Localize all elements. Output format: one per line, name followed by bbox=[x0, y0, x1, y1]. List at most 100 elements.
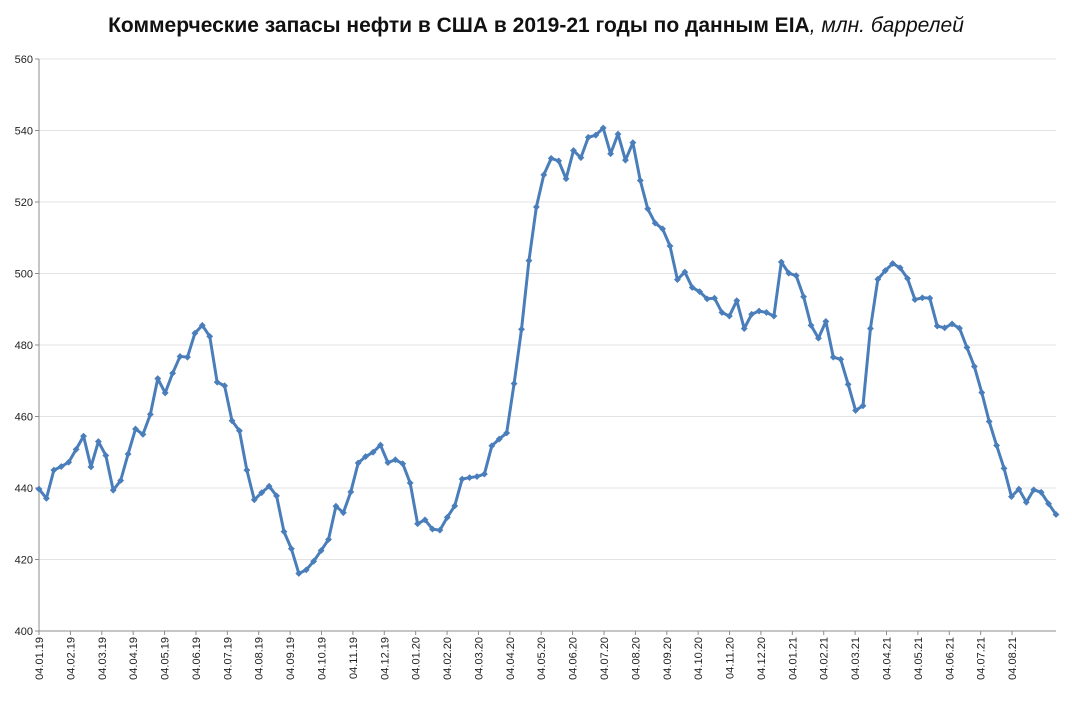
data-point bbox=[1045, 500, 1053, 508]
data-point bbox=[161, 389, 169, 397]
data-point bbox=[421, 516, 429, 524]
data-point bbox=[748, 310, 756, 318]
data-point bbox=[540, 171, 548, 179]
x-tick-label: 04.12.20 bbox=[756, 637, 768, 680]
data-point bbox=[963, 344, 971, 351]
x-tick-label: 04.03.21 bbox=[850, 637, 862, 680]
data-point bbox=[250, 496, 258, 504]
x-tick-label: 04.07.20 bbox=[599, 637, 611, 680]
chart-title: Коммерческие запасы нефти в США в 2019-2… bbox=[0, 14, 1072, 38]
y-tick-label: 540 bbox=[15, 126, 33, 138]
data-point bbox=[339, 509, 347, 517]
data-point bbox=[265, 482, 273, 490]
x-tick-label: 04.09.20 bbox=[662, 637, 674, 680]
data-point bbox=[852, 406, 859, 414]
data-point bbox=[488, 442, 496, 450]
data-point bbox=[993, 442, 1001, 449]
data-point bbox=[109, 486, 117, 494]
data-point bbox=[191, 329, 199, 337]
data-point bbox=[57, 463, 65, 470]
data-point bbox=[124, 450, 132, 458]
data-point bbox=[1008, 493, 1015, 501]
data-point bbox=[146, 410, 154, 418]
data-point bbox=[332, 502, 340, 510]
data-point bbox=[978, 389, 986, 396]
x-tick-label: 04.04.19 bbox=[128, 637, 140, 680]
data-point bbox=[525, 257, 533, 265]
data-point bbox=[206, 332, 214, 340]
data-point bbox=[1000, 464, 1008, 472]
data-point bbox=[221, 382, 229, 390]
data-point bbox=[636, 177, 644, 184]
data-point bbox=[666, 242, 674, 250]
x-tick-label: 04.10.19 bbox=[317, 637, 329, 680]
data-point bbox=[94, 438, 102, 445]
data-point bbox=[770, 312, 778, 320]
data-point bbox=[325, 536, 332, 543]
data-point bbox=[184, 353, 191, 361]
data-point bbox=[176, 353, 184, 360]
data-point bbox=[1052, 511, 1060, 518]
data-point bbox=[310, 557, 318, 565]
data-point bbox=[362, 453, 370, 460]
x-tick-label: 04.10.20 bbox=[693, 637, 705, 680]
data-point bbox=[755, 307, 763, 315]
data-point bbox=[473, 473, 481, 480]
data-point bbox=[592, 131, 600, 139]
data-point bbox=[651, 219, 659, 227]
data-point bbox=[970, 363, 978, 370]
data-point bbox=[785, 269, 793, 277]
data-point bbox=[169, 369, 177, 377]
data-point bbox=[777, 258, 785, 266]
data-point bbox=[399, 460, 407, 468]
data-point bbox=[673, 276, 681, 284]
data-point bbox=[347, 488, 355, 496]
data-point bbox=[733, 297, 741, 305]
gridlines bbox=[39, 58, 1056, 560]
x-tick-label: 04.04.20 bbox=[505, 637, 517, 680]
data-point bbox=[889, 260, 897, 267]
data-point bbox=[555, 157, 563, 165]
data-point bbox=[926, 294, 934, 302]
data-point bbox=[725, 312, 733, 320]
data-point bbox=[65, 458, 73, 466]
x-tick-label: 04.11.20 bbox=[725, 637, 737, 679]
data-point bbox=[236, 427, 243, 435]
data-point bbox=[904, 275, 911, 282]
data-point bbox=[570, 147, 577, 154]
data-point bbox=[354, 459, 362, 467]
data-point bbox=[198, 321, 206, 329]
data-point bbox=[644, 205, 652, 213]
data-point bbox=[629, 139, 637, 147]
data-point bbox=[295, 570, 303, 577]
data-point bbox=[837, 355, 845, 363]
data-point bbox=[132, 425, 139, 433]
data-point bbox=[896, 264, 904, 272]
data-point bbox=[562, 175, 570, 183]
data-point bbox=[317, 547, 325, 554]
data-point bbox=[532, 203, 540, 211]
chart-title-text: Коммерческие запасы нефти в США в 2019-2… bbox=[108, 14, 810, 37]
x-tick-label: 04.07.19 bbox=[222, 637, 234, 680]
data-point bbox=[807, 321, 815, 329]
data-point bbox=[1022, 498, 1030, 506]
x-tick-label: 04.06.21 bbox=[944, 637, 956, 680]
data-point bbox=[443, 513, 451, 521]
data-point bbox=[718, 309, 726, 316]
data-point bbox=[80, 432, 87, 440]
x-tick-label: 04.08.19 bbox=[254, 637, 266, 680]
data-point bbox=[1015, 485, 1023, 493]
series-line bbox=[37, 126, 1058, 575]
y-tick-label: 480 bbox=[15, 340, 33, 352]
x-tick-label: 04.02.21 bbox=[819, 637, 831, 680]
data-point bbox=[918, 294, 926, 302]
data-point bbox=[429, 525, 436, 533]
x-tick-label: 04.04.21 bbox=[882, 637, 894, 680]
data-point bbox=[243, 466, 251, 474]
data-point bbox=[414, 520, 422, 528]
y-tick-labels: 400 420 440 460 480 500 520 540 560 bbox=[15, 54, 33, 638]
data-point bbox=[518, 325, 525, 333]
data-point bbox=[985, 418, 993, 425]
x-tick-label: 04.07.21 bbox=[976, 637, 988, 680]
